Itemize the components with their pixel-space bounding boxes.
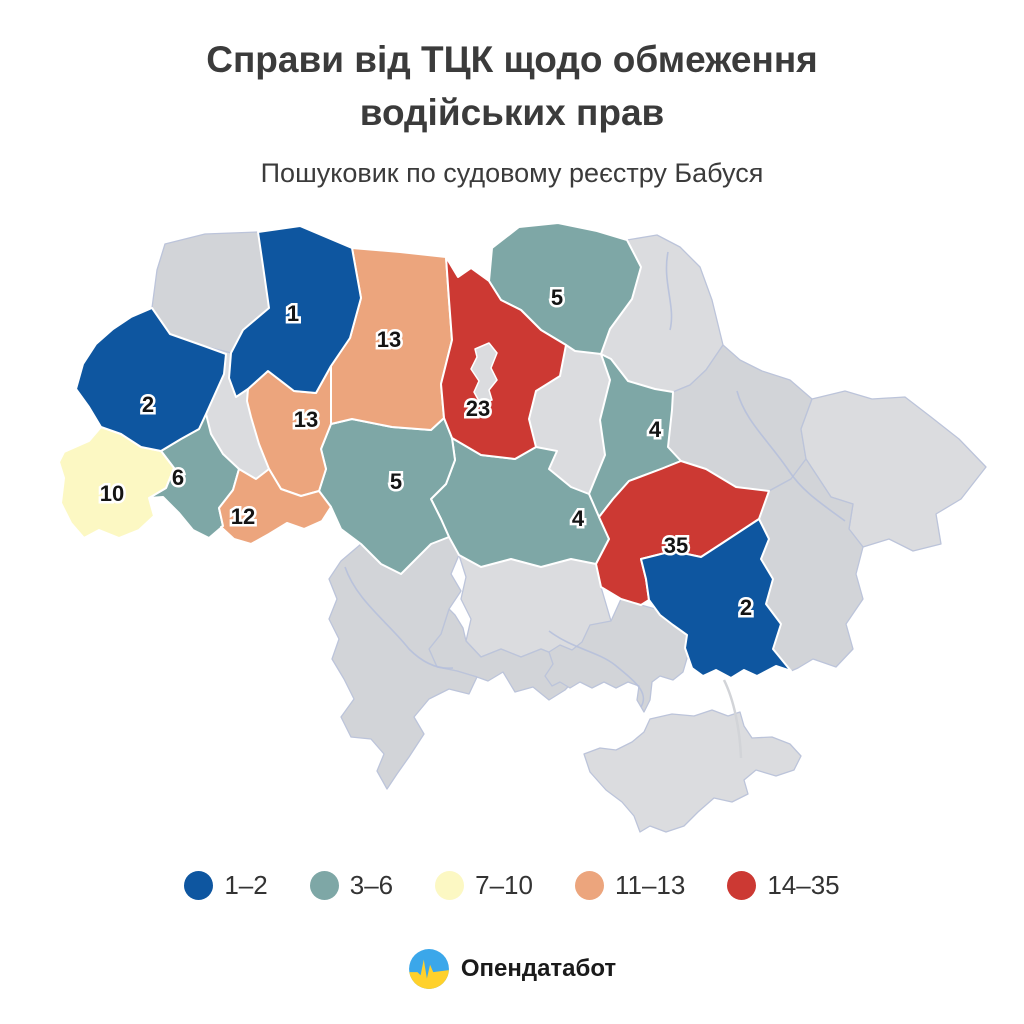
region-value-label-poltava: 4 <box>649 417 662 442</box>
region-value-label-khmelnytskyi: 13 <box>294 407 318 432</box>
region-kyiv_oblast <box>440 256 567 460</box>
opendatabot-logo-icon <box>408 949 449 989</box>
legend-swatch-icon <box>727 871 757 900</box>
legend-swatch-icon <box>435 871 465 900</box>
region-rivne <box>228 225 362 398</box>
arabat-spit <box>722 679 743 759</box>
legend-swatch-icon <box>184 871 214 900</box>
region-value-label-chernivtsi: 12 <box>231 504 255 529</box>
legend-swatch-icon <box>309 871 339 900</box>
region-value-label-zaporizhzhia: 2 <box>740 595 752 620</box>
region-value-label-kyiv_oblast: 23 <box>466 396 490 421</box>
region-value-label-zakarpattia: 10 <box>100 481 124 506</box>
river-line <box>344 566 454 670</box>
region-value-label-chernihiv: 5 <box>551 285 563 310</box>
title-line-1: Справи від ТЦК щодо обмеження <box>206 39 818 80</box>
region-chernivtsi <box>218 468 332 545</box>
region-value-label-zhytomyr: 13 <box>377 327 401 352</box>
legend-label: 3–6 <box>349 870 394 900</box>
region-lviv <box>75 307 227 452</box>
footer-brand: Опендатабот <box>0 948 1024 990</box>
region-value-label-lviv: 2 <box>142 392 154 417</box>
river-line <box>665 251 673 331</box>
legend: 1–2 3–6 7–10 11–13 14–35 <box>0 870 1024 901</box>
region-value-label-dnipropetrovsk: 35 <box>664 533 688 558</box>
legend-label: 14–35 <box>767 870 840 900</box>
brand-name: Опендатабот <box>460 955 617 982</box>
legend-item-11–13: 11–13 <box>574 870 686 901</box>
legend-item-14–35: 14–35 <box>727 870 840 901</box>
region-value-label-rivne: 1 <box>287 301 299 326</box>
river-line <box>548 630 645 708</box>
region-kyiv_city <box>470 342 498 404</box>
region-zaporizhzhia <box>640 518 792 679</box>
region-value-label-cherkasy: 4 <box>572 506 585 531</box>
legend-label: 11–13 <box>614 870 686 900</box>
legend-item-7–10: 7–10 <box>435 870 533 901</box>
page-subtitle: Пошуковик по судовому реєстру Бабуся <box>260 158 764 188</box>
region-value-label-vinnytsia: 5 <box>390 469 402 494</box>
page-title: Справи від ТЦК щодо обмеження водійських… <box>0 34 1024 139</box>
legend-label: 1–2 <box>224 870 268 900</box>
region-value-label-ivano_frankivsk: 6 <box>172 465 184 490</box>
river-line <box>736 390 846 522</box>
region-crimea <box>583 709 802 833</box>
legend-item-3–6: 3–6 <box>309 870 394 901</box>
legend-label: 7–10 <box>475 870 533 900</box>
legend-item-1–2: 1–2 <box>184 870 268 901</box>
legend-swatch-icon <box>574 871 604 900</box>
title-line-2: водійських прав <box>359 91 665 133</box>
